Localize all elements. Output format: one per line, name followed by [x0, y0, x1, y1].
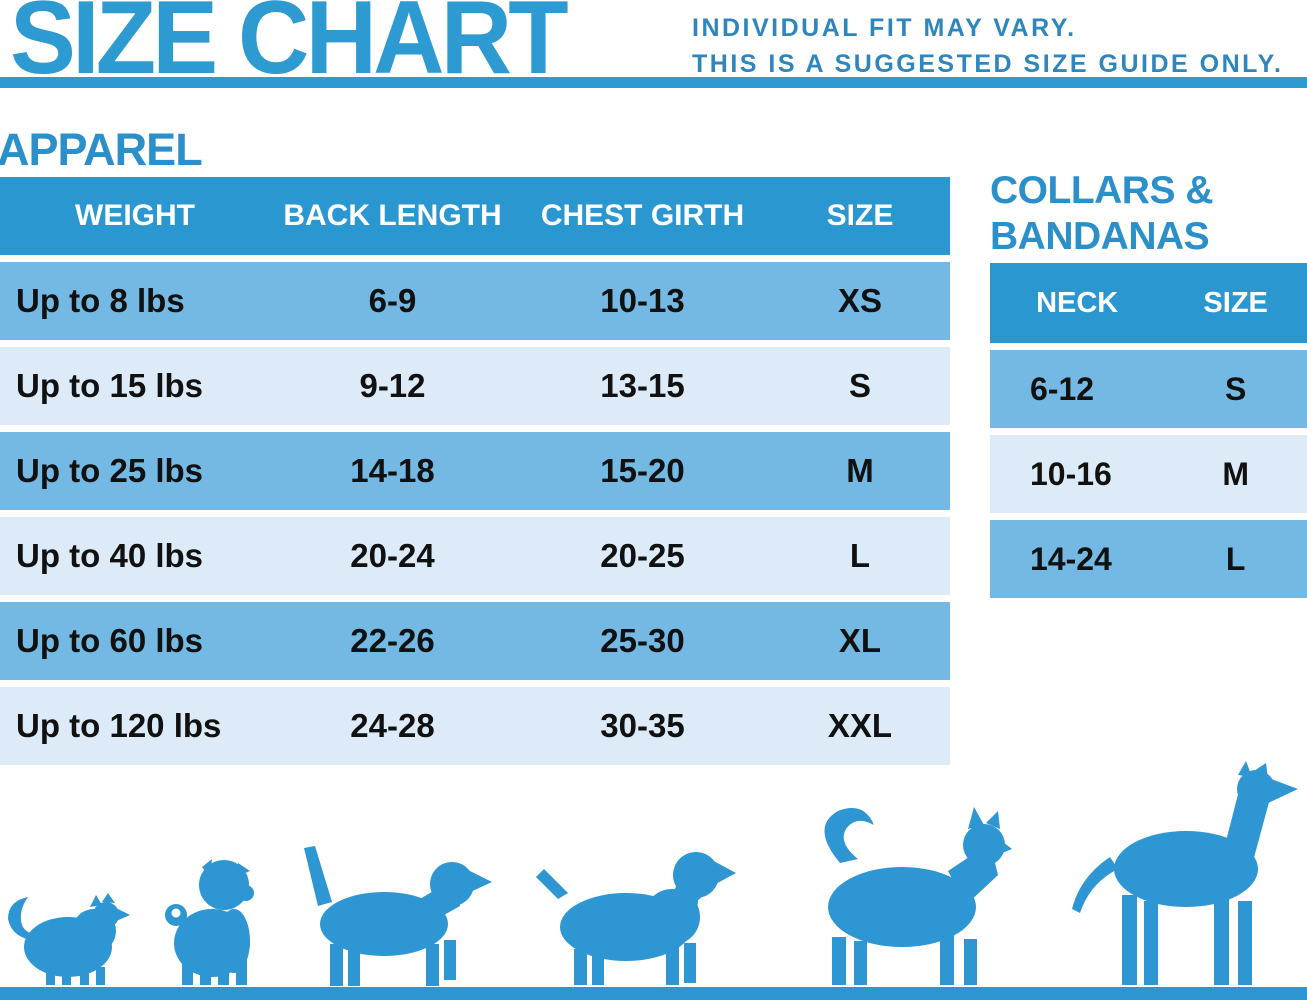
apparel-size-table: WEIGHT BACK LENGTH CHEST GIRTH SIZE Up t… [0, 177, 950, 765]
disclaimer-line-2: THIS IS A SUGGESTED SIZE GUIDE ONLY. [692, 50, 1284, 78]
cocker-spaniel-dog-icon [536, 852, 736, 985]
cell-chest-girth: 25-30 [600, 622, 685, 659]
column-header-back-length: BACK LENGTH [283, 199, 502, 232]
collars-heading-line-2: BANDANAS [990, 215, 1210, 258]
cell-neck: 6-12 [1030, 370, 1095, 407]
great-dane-dog-icon [1072, 761, 1298, 985]
table-row: Up to 8 lbs 6-9 10-13 XS [0, 262, 950, 340]
page-title: SIZE CHART [10, 0, 569, 96]
collars-table-header-row: NECK SIZE [990, 263, 1307, 343]
cell-size: M [846, 452, 874, 489]
cell-weight: Up to 120 lbs [16, 707, 222, 744]
apparel-section-heading: APPAREL [0, 124, 203, 175]
title-underline-rule [0, 77, 1307, 88]
column-header-size: SIZE [826, 199, 894, 232]
collars-section-heading: COLLARS & BANDANAS [990, 168, 1214, 260]
cell-chest-girth: 20-25 [600, 537, 685, 574]
column-header-weight: WEIGHT [75, 199, 195, 232]
cell-back-length: 24-28 [350, 707, 435, 744]
apparel-table-header-row: WEIGHT BACK LENGTH CHEST GIRTH SIZE [0, 177, 950, 255]
cell-weight: Up to 25 lbs [16, 452, 204, 489]
cell-chest-girth: 30-35 [600, 707, 685, 744]
table-row: Up to 60 lbs 22-26 25-30 XL [0, 602, 950, 680]
cell-neck: 14-24 [1030, 540, 1112, 577]
table-row: 6-12 S [990, 350, 1307, 428]
cell-size: M [1222, 455, 1249, 492]
column-header-chest-girth: CHEST GIRTH [540, 199, 745, 232]
collars-size-table: NECK SIZE 6-12 S 10-16 M 14-24 L [990, 263, 1307, 598]
cell-chest-girth: 13-15 [600, 367, 685, 404]
cell-back-length: 20-24 [350, 537, 435, 574]
cell-back-length: 14-18 [350, 452, 435, 489]
cell-weight: Up to 60 lbs [16, 622, 204, 659]
baseline-ground-bar [0, 987, 1307, 1000]
disclaimer-line-1: INDIVIDUAL FIT MAY VARY. [692, 14, 1077, 42]
table-row: Up to 40 lbs 20-24 20-25 L [0, 517, 950, 595]
cell-chest-girth: 15-20 [600, 452, 685, 489]
cell-chest-girth: 10-13 [600, 282, 685, 319]
cell-weight: Up to 40 lbs [16, 537, 204, 574]
husky-dog-icon [824, 807, 1012, 985]
cell-back-length: 22-26 [350, 622, 435, 659]
cell-weight: Up to 8 lbs [16, 282, 185, 319]
cell-size: S [848, 367, 871, 404]
cell-size: L [1225, 540, 1246, 577]
pomeranian-dog-icon [8, 893, 130, 985]
cell-back-length: 6-9 [368, 282, 417, 319]
table-row: Up to 15 lbs 9-12 13-15 S [0, 347, 950, 425]
table-row: Up to 120 lbs 24-28 30-35 XXL [0, 687, 950, 765]
disclaimer-text: INDIVIDUAL FIT MAY VARY. THIS IS A SUGGE… [692, 10, 1283, 82]
cell-weight: Up to 15 lbs [16, 367, 204, 404]
table-row: 14-24 L [990, 520, 1307, 598]
cell-size: L [849, 537, 871, 574]
table-row: Up to 25 lbs 14-18 15-20 M [0, 432, 950, 510]
table-row: 10-16 M [990, 435, 1307, 513]
cell-back-length: 9-12 [359, 367, 426, 404]
cell-size: S [1224, 370, 1247, 407]
collars-heading-line-1: COLLARS & [990, 169, 1214, 212]
cell-neck: 10-16 [1030, 455, 1112, 492]
pug-dog-icon [165, 859, 254, 985]
cell-size: XL [838, 622, 882, 659]
cell-size: XS [837, 282, 883, 319]
beagle-dog-icon [304, 846, 492, 986]
cell-size: XXL [827, 707, 893, 744]
column-header-neck: NECK [1036, 286, 1119, 319]
column-header-size: SIZE [1203, 286, 1268, 319]
